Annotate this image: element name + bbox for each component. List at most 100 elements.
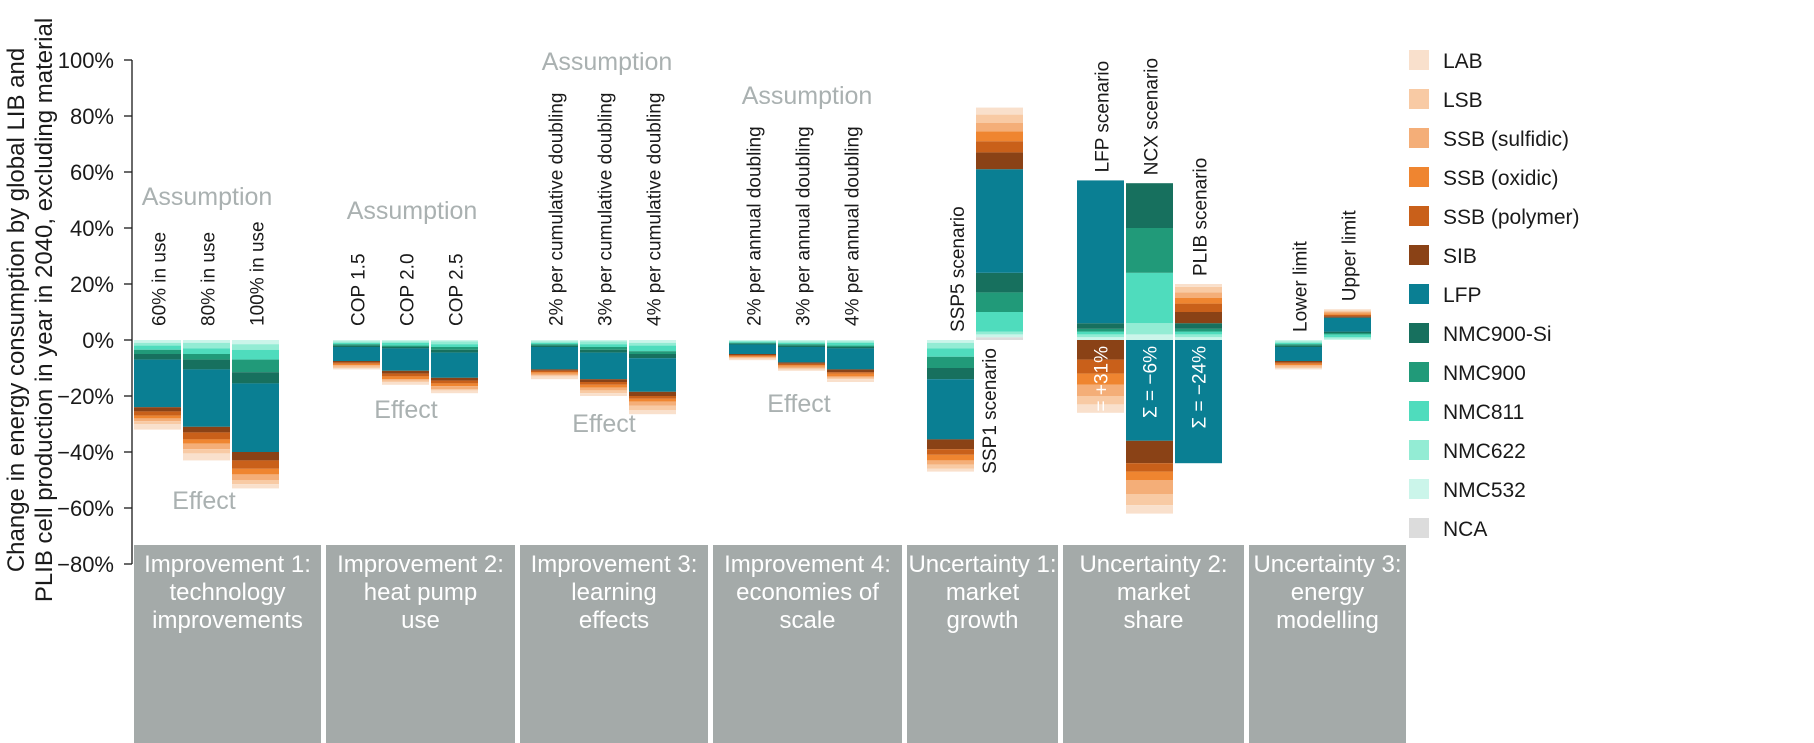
y-tick-label: −80%: [57, 552, 114, 577]
bar-segment: [333, 347, 380, 361]
legend-swatch: [1409, 401, 1429, 421]
y-tick-label: 60%: [70, 160, 114, 185]
bar-label: COP 1.5: [349, 253, 370, 326]
bar-segment: [232, 340, 279, 345]
bar-segment: [183, 443, 230, 450]
y-tick-label: 20%: [70, 272, 114, 297]
bar-segment: [976, 141, 1023, 153]
bar-segment: [580, 352, 627, 380]
bar-segment: [827, 373, 874, 377]
bar-segment: [134, 418, 181, 422]
bar-segment: [778, 344, 825, 346]
bar-segment: [1077, 396, 1124, 405]
y-tick-label: −40%: [57, 440, 114, 465]
bar-segment: [778, 369, 825, 371]
bar-segment: [927, 342, 974, 349]
bar-segment: [531, 344, 578, 346]
group-panel-label: scale: [779, 607, 835, 634]
bar-segment: [629, 358, 676, 392]
bar-segment: [1077, 373, 1124, 385]
bar-segment: [1077, 340, 1124, 360]
bar-segment: [629, 405, 676, 410]
bar-segment: [580, 344, 627, 347]
bar-segment: [778, 345, 825, 347]
legend-swatch: [1409, 284, 1429, 304]
legend-label: LFP: [1443, 284, 1482, 307]
bar-label: Upper limit: [1340, 210, 1361, 302]
bar-segment: [382, 348, 429, 371]
bar-segment: [134, 411, 181, 416]
bar-segment: [1275, 340, 1322, 342]
bar-segment: [927, 439, 974, 450]
bar-segment: [232, 474, 279, 480]
bar-segment: [1175, 323, 1222, 329]
group-panel-label: market: [946, 579, 1020, 606]
group-panel-label: use: [401, 607, 440, 634]
bar-segment: [778, 366, 825, 368]
bar-segment: [232, 484, 279, 489]
bar-segment: [778, 347, 825, 363]
bar-segment: [134, 424, 181, 430]
bar-segment: [382, 376, 429, 380]
group-panel-label: Uncertainty 2:: [1079, 551, 1227, 578]
bar-segment: [976, 334, 1023, 338]
bar-segment: [382, 342, 429, 346]
y-tick-label: 0%: [82, 328, 114, 353]
bar-segment: [1175, 284, 1222, 287]
bar-segment: [1275, 347, 1322, 361]
bar-segment: [1126, 505, 1173, 514]
bar-segment: [827, 377, 874, 380]
bar-segment: [1126, 494, 1173, 506]
legend-label: NMC811: [1443, 401, 1524, 424]
bar-segment: [1175, 312, 1222, 324]
bar-segment: [333, 366, 380, 368]
bar-label: 4% per annual doubling: [843, 126, 864, 326]
group-panel: [1063, 545, 1244, 743]
group-panel: [713, 545, 902, 743]
bar-segment: [1324, 314, 1371, 317]
sum-label: Σ = +31%: [1092, 346, 1113, 429]
bar-segment: [1324, 310, 1371, 312]
group-panel-label: Uncertainty 3:: [1253, 551, 1401, 578]
bar-segment: [629, 342, 676, 346]
group-panel-label: Improvement 2:: [337, 551, 504, 578]
bar-segment: [1126, 463, 1173, 472]
bar-segment: [927, 460, 974, 465]
bar-segment: [580, 390, 627, 394]
bar-segment: [1175, 303, 1222, 312]
bar-segment: [333, 361, 380, 363]
bar-segment: [827, 345, 874, 347]
bar-segment: [827, 369, 874, 373]
bar-segment: [531, 345, 578, 347]
bar-segment: [1126, 334, 1173, 340]
bar-segment: [183, 426, 230, 433]
bar-segment: [382, 382, 429, 385]
bar-segment: [333, 342, 380, 345]
bar-segment: [580, 382, 627, 385]
group-panel-label: heat pump: [364, 579, 477, 606]
bar-segment: [1077, 323, 1124, 329]
bar-segment: [431, 377, 478, 381]
bar-segment: [976, 152, 1023, 170]
bar-segment: [183, 354, 230, 360]
group-panel-label: Improvement 1:: [144, 551, 311, 578]
bar-segment: [927, 379, 974, 440]
effect-annotation: Effect: [172, 487, 236, 515]
bar-segment: [827, 341, 874, 343]
y-axis: −80% −60% −40% −20% 0% 20% 40% 60% 80% 100%: [57, 48, 133, 577]
y-tick-label: 40%: [70, 216, 114, 241]
group-panel-label: Improvement 3:: [531, 551, 698, 578]
bar-segment: [134, 359, 181, 408]
bar-segment: [1126, 272, 1173, 324]
bar-segment: [1126, 340, 1173, 441]
bar-segment: [333, 362, 380, 364]
bar-segment: [232, 372, 279, 384]
legend-label: LSB: [1443, 89, 1483, 112]
bar-segment: [580, 379, 627, 382]
bar-segment: [1275, 342, 1322, 345]
bar-segment: [531, 370, 578, 373]
bar-segment: [531, 347, 578, 370]
bar-segment: [629, 401, 676, 406]
bar-label: COP 2.5: [447, 253, 468, 326]
bar-segment: [580, 347, 627, 350]
